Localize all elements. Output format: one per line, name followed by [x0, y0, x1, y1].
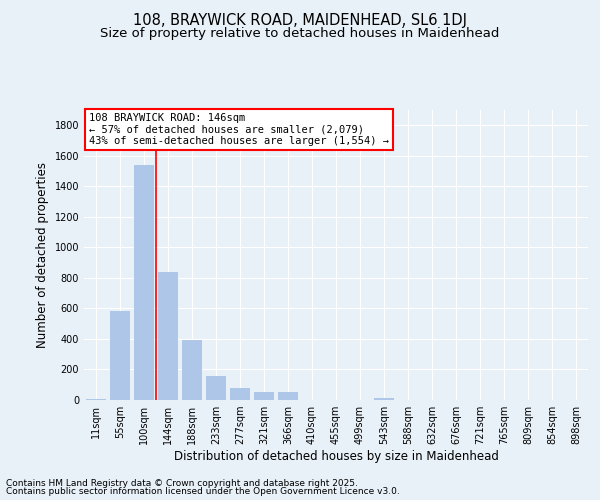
Bar [86, 399, 106, 400]
Bar [206, 376, 226, 400]
Bar [230, 388, 250, 400]
X-axis label: Distribution of detached houses by size in Maidenhead: Distribution of detached houses by size … [173, 450, 499, 463]
Bar [134, 165, 154, 400]
Bar [110, 312, 130, 400]
Bar [254, 392, 274, 400]
Bar [182, 340, 202, 400]
Text: Contains HM Land Registry data © Crown copyright and database right 2025.: Contains HM Land Registry data © Crown c… [6, 478, 358, 488]
Text: 108 BRAYWICK ROAD: 146sqm
← 57% of detached houses are smaller (2,079)
43% of se: 108 BRAYWICK ROAD: 146sqm ← 57% of detac… [89, 113, 389, 146]
Bar [374, 398, 394, 400]
Y-axis label: Number of detached properties: Number of detached properties [36, 162, 49, 348]
Bar [278, 392, 298, 400]
Bar [158, 272, 178, 400]
Text: 108, BRAYWICK ROAD, MAIDENHEAD, SL6 1DJ: 108, BRAYWICK ROAD, MAIDENHEAD, SL6 1DJ [133, 12, 467, 28]
Text: Contains public sector information licensed under the Open Government Licence v3: Contains public sector information licen… [6, 487, 400, 496]
Text: Size of property relative to detached houses in Maidenhead: Size of property relative to detached ho… [100, 28, 500, 40]
